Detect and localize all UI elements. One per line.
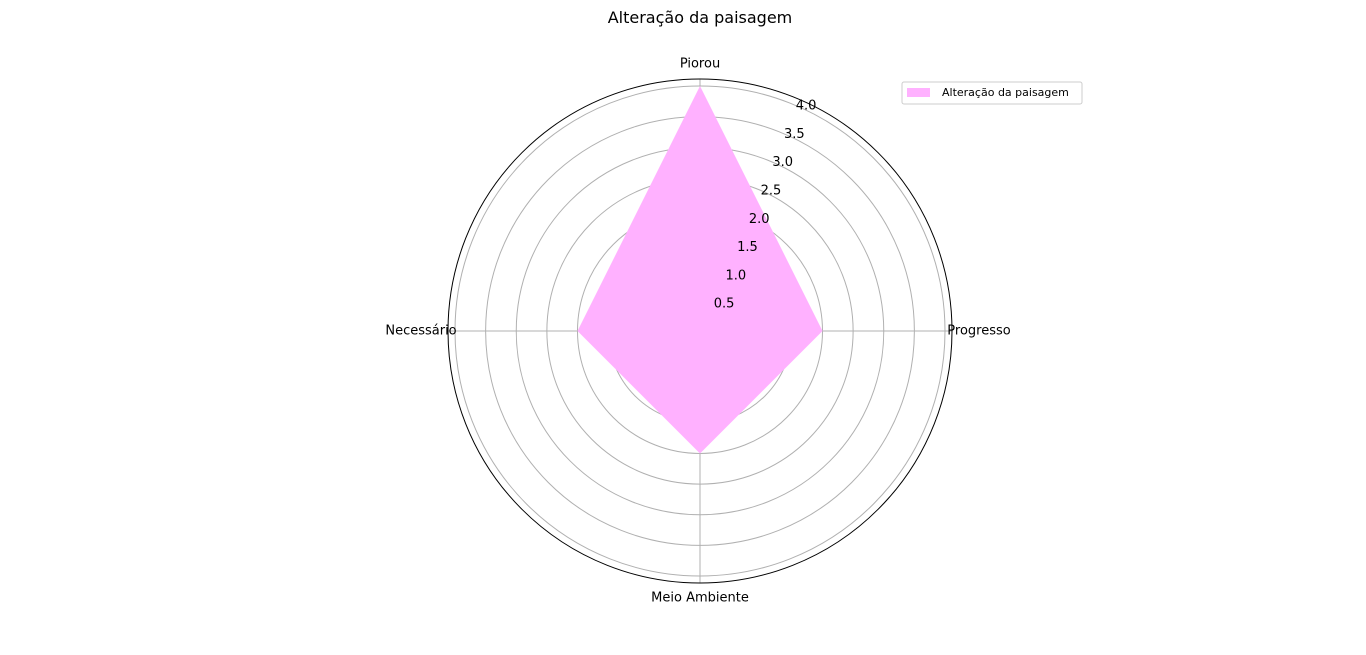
chart-title: Alteração da paisagem (608, 8, 793, 27)
r-tick-label: 3.0 (772, 155, 793, 170)
r-tick-label: 4.0 (796, 99, 817, 114)
series-layer (577, 86, 823, 454)
category-label: Meio Ambiente (651, 591, 749, 606)
r-tick-label: 2.5 (761, 184, 782, 199)
legend-label: Alteração da paisagem (942, 86, 1069, 99)
legend-swatch (907, 88, 930, 97)
polar-frame (447, 78, 953, 584)
r-tick-label: 2.0 (749, 212, 770, 227)
category-labels: Progresso Piorou Necessário Meio Ambiente (385, 57, 1010, 606)
r-tick-label: 3.5 (784, 127, 805, 142)
radial-tick-labels: 0.5 1.0 1.5 2.0 2.5 3.0 3.5 4.0 (714, 99, 817, 312)
legend-box (901, 81, 1083, 105)
category-label: Piorou (680, 57, 720, 72)
legend: Alteração da paisagem (901, 81, 1083, 105)
r-tick-label: 0.5 (714, 297, 735, 312)
r-tick-label: 1.0 (725, 268, 746, 283)
category-label: Necessário (385, 324, 456, 339)
r-tick-label: 1.5 (737, 240, 758, 255)
series-area-0 (577, 86, 823, 454)
category-label: Progresso (947, 324, 1010, 339)
